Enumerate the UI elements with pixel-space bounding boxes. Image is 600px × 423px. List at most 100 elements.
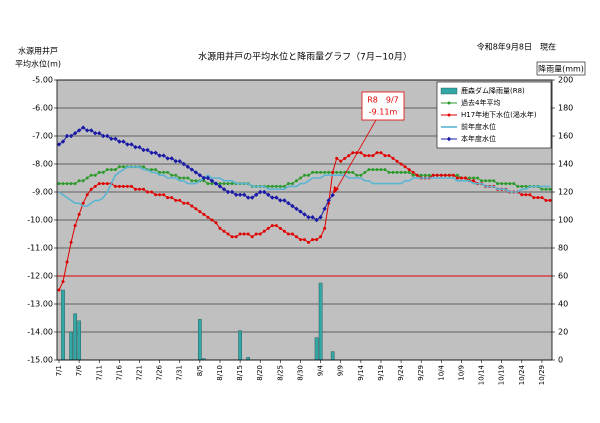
y2-tick-label: 160 <box>558 132 573 141</box>
marker <box>274 184 278 188</box>
marker <box>387 170 391 174</box>
y2-tick-label: 40 <box>558 300 568 309</box>
marker <box>237 192 243 197</box>
marker <box>463 176 467 180</box>
y2-tick-label: 100 <box>558 216 573 225</box>
marker <box>174 173 178 177</box>
marker <box>528 193 532 197</box>
marker <box>162 193 166 197</box>
marker <box>306 215 311 220</box>
marker <box>68 133 74 139</box>
marker <box>399 162 403 166</box>
marker <box>165 156 170 161</box>
marker <box>93 173 97 177</box>
marker <box>97 182 101 186</box>
y2-tick-label: 200 <box>558 76 573 85</box>
marker <box>254 232 258 236</box>
x-tick-label: 10/24 <box>518 364 526 385</box>
annotation-arrow <box>335 119 377 191</box>
marker <box>286 182 290 186</box>
marker <box>201 175 207 181</box>
legend-label: 本年度水位 <box>461 134 496 143</box>
legend-swatch <box>440 87 458 95</box>
marker <box>93 184 97 188</box>
marker <box>307 240 311 244</box>
marker <box>181 161 186 167</box>
marker <box>262 189 267 195</box>
marker <box>266 192 271 197</box>
y2-tick-label: 0 <box>558 356 563 365</box>
marker <box>270 195 275 200</box>
annotation-text: R8 9/7 <box>367 96 399 105</box>
marker <box>166 196 170 200</box>
marker <box>315 170 319 174</box>
marker <box>302 212 307 217</box>
marker <box>504 182 508 186</box>
marker <box>359 151 363 155</box>
marker <box>194 207 198 211</box>
x-tick-label: 8/5 <box>196 365 204 376</box>
marker <box>262 229 266 233</box>
marker <box>447 101 451 105</box>
marker <box>290 182 294 186</box>
marker <box>129 184 133 188</box>
y2-tick-label: 140 <box>558 160 573 169</box>
annotation-text: -9.11m <box>369 108 398 117</box>
marker <box>57 182 61 186</box>
y-tick-label: -5.00 <box>32 76 53 85</box>
marker <box>177 159 182 164</box>
marker <box>447 173 451 177</box>
marker <box>97 131 102 136</box>
marker <box>266 226 270 230</box>
marker <box>359 173 363 177</box>
marker <box>81 201 85 205</box>
marker <box>173 159 178 164</box>
marker <box>371 154 375 158</box>
y2-label-box <box>536 61 586 76</box>
marker <box>544 198 548 202</box>
marker <box>335 170 339 174</box>
annotation-box <box>361 91 405 121</box>
rain-bar <box>61 289 65 361</box>
marker <box>154 193 158 197</box>
marker <box>335 156 339 160</box>
marker <box>431 173 435 177</box>
marker <box>206 182 210 186</box>
marker <box>105 133 110 139</box>
marker <box>314 217 319 223</box>
marker <box>367 154 371 158</box>
marker <box>274 195 279 200</box>
x-tick-label: 7/11 <box>95 365 103 381</box>
x-tick-label: 8/15 <box>236 365 244 381</box>
marker <box>129 142 134 147</box>
marker <box>69 240 73 244</box>
marker <box>375 168 379 172</box>
marker <box>142 187 146 191</box>
marker <box>77 179 81 183</box>
marker <box>520 184 524 188</box>
marker <box>310 215 315 220</box>
x-tick-label: 8/25 <box>276 365 284 381</box>
x-tick-label: 7/26 <box>156 364 164 380</box>
marker <box>229 189 235 195</box>
marker <box>197 173 203 178</box>
legend-label: 過去4年平均 <box>461 98 500 107</box>
marker <box>311 170 315 174</box>
marker <box>330 192 335 198</box>
marker <box>125 184 129 188</box>
y-axis-label: 平均水位(m) <box>15 59 61 69</box>
x-tick-label: 10/9 <box>457 365 465 381</box>
marker <box>339 159 343 163</box>
marker <box>294 179 298 183</box>
marker <box>455 173 459 177</box>
marker <box>282 198 287 203</box>
marker <box>217 184 223 189</box>
marker <box>137 145 142 150</box>
y2-tick-label: 120 <box>558 188 573 197</box>
marker <box>266 184 270 188</box>
marker <box>379 151 383 155</box>
marker <box>121 165 125 169</box>
marker <box>492 179 496 183</box>
y-tick-label: -13.00 <box>27 300 53 309</box>
marker <box>150 190 154 194</box>
